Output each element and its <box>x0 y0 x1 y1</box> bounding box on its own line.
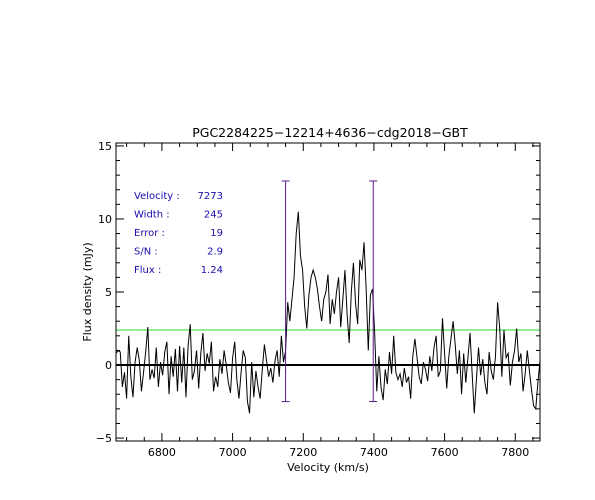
y-axis-title: Flux density (mJy) <box>81 242 94 341</box>
x-tick-label: 6800 <box>148 446 176 459</box>
annotation-label: Width : <box>134 210 170 221</box>
edge-marker-2 <box>369 180 378 403</box>
y-tick-label: 10 <box>98 213 112 226</box>
annotation-label: S/N : <box>134 247 158 258</box>
annotation-value: 245 <box>204 210 223 221</box>
x-tick-label: 7000 <box>219 446 247 459</box>
x-tick-label: 7400 <box>360 446 388 459</box>
spectrum-line <box>116 211 540 414</box>
y-tick-label: 5 <box>105 286 112 299</box>
annotation-label: Velocity : <box>134 191 180 202</box>
y-tick-label: 0 <box>105 359 112 372</box>
chart-title: PGC2284225−12214+4636−cdg2018−GBT <box>192 125 468 140</box>
plot-frame <box>115 142 541 442</box>
annotation-value: 1.24 <box>201 265 223 276</box>
annotation-label: Error : <box>134 228 165 239</box>
edge-marker-1 <box>281 180 290 403</box>
y-tick-label: −5 <box>96 432 112 445</box>
annotation-value: 19 <box>210 228 223 239</box>
annotation-label: Flux : <box>134 265 161 276</box>
annotation-block: Velocity : 7273 Width : 245 Error : 19 S/N : 2.… <box>134 191 223 276</box>
x-axis-title: Velocity (km/s) <box>287 461 369 474</box>
x-tick-label: 7600 <box>431 446 459 459</box>
x-tick-label: 7200 <box>289 446 317 459</box>
y-tick-label: 15 <box>98 140 112 153</box>
annotation-value: 7273 <box>198 191 223 202</box>
annotation-value: 2.9 <box>207 247 223 258</box>
x-tick-label: 7800 <box>501 446 529 459</box>
